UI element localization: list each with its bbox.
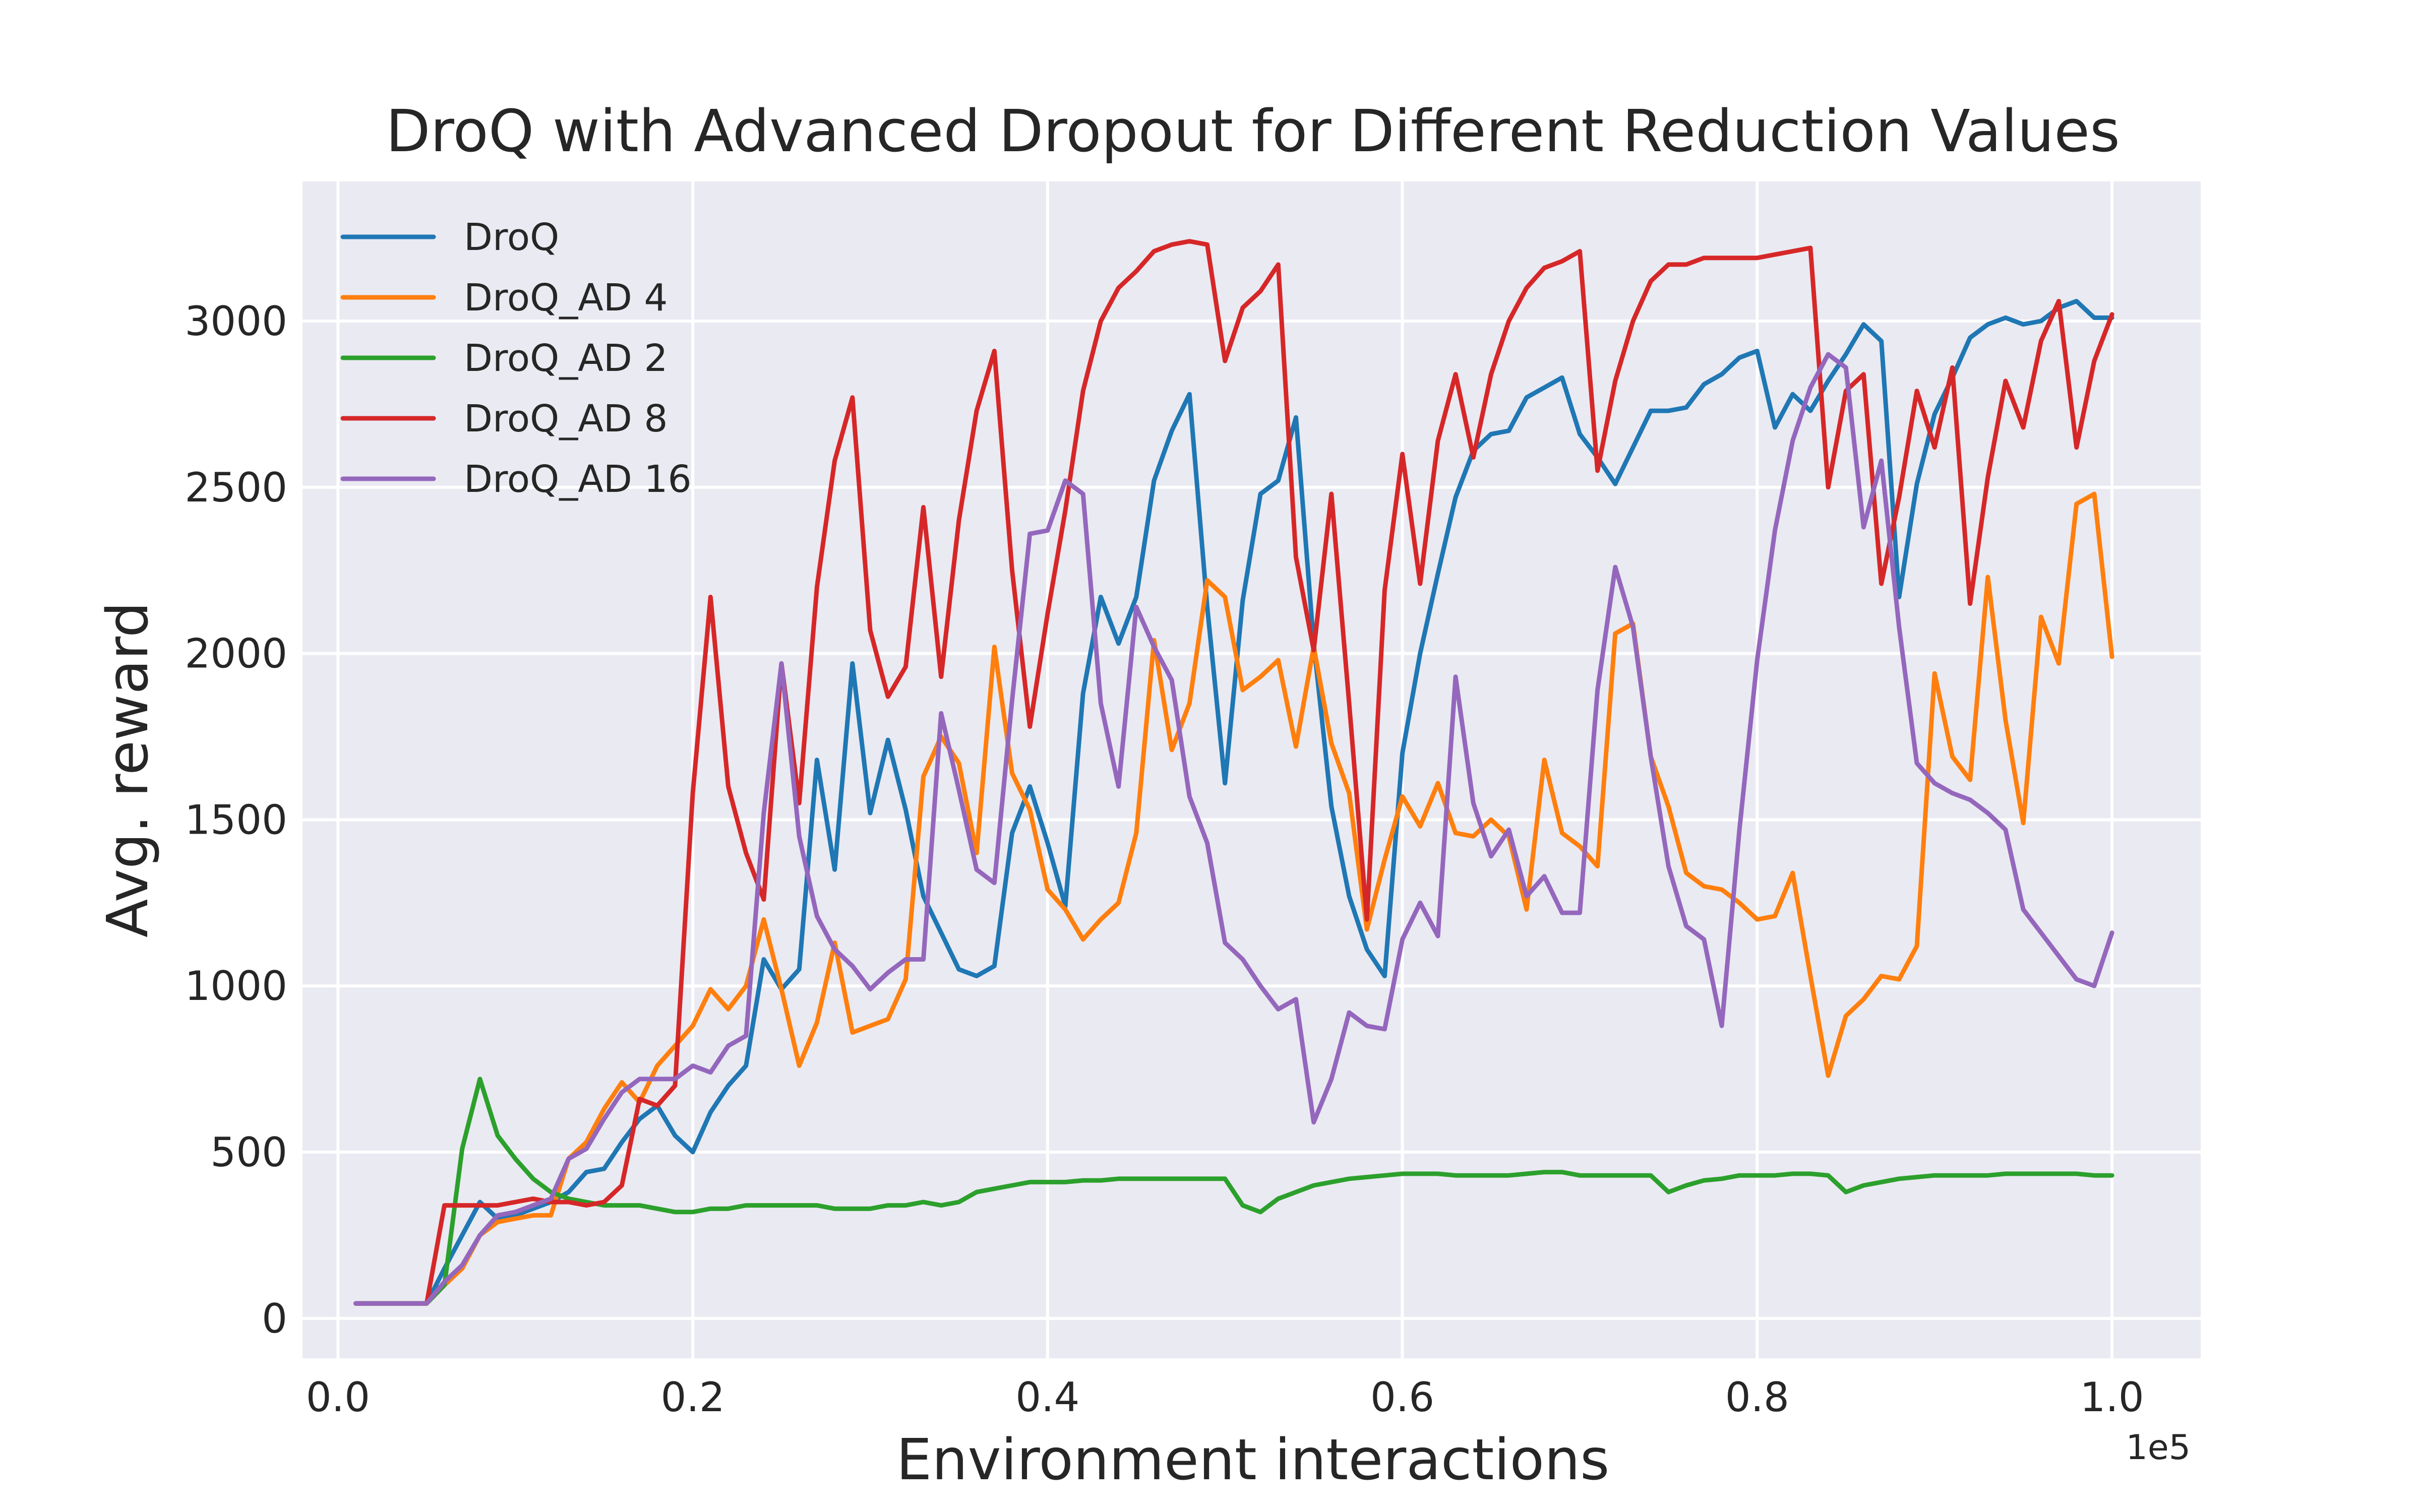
legend-label-2: DroQ_AD 2 xyxy=(464,337,668,380)
legend: DroQ DroQ_AD 4 DroQ_AD 2 DroQ_AD 8 DroQ_AD 1… xyxy=(340,216,692,501)
y-tick-label: 3000 xyxy=(185,298,287,345)
y-tick-label: 1500 xyxy=(185,796,287,843)
series-line-1 xyxy=(353,491,2114,1306)
legend-label-4: DroQ_AD 16 xyxy=(464,458,692,501)
legend-label-3: DroQ_AD 8 xyxy=(464,397,668,440)
x-tick-label: 0.4 xyxy=(1015,1374,1079,1421)
y-tick-label: 2500 xyxy=(185,464,287,511)
x-tick-label: 0.6 xyxy=(1370,1374,1434,1421)
x-tick-label: 0.8 xyxy=(1725,1374,1789,1421)
x-tick-label: 0.2 xyxy=(660,1374,724,1421)
y-axis-label: Avg. reward xyxy=(95,602,161,938)
series-line-4 xyxy=(353,352,2114,1306)
chart-title: DroQ with Advanced Dropout for Different… xyxy=(386,98,2120,165)
x-tick-label: 1.0 xyxy=(2080,1374,2144,1421)
legend-label-1: DroQ_AD 4 xyxy=(464,276,668,320)
y-tick-label: 500 xyxy=(210,1129,287,1176)
x-tick-labels: 0.0 0.2 0.4 0.6 0.8 1.0 xyxy=(306,1374,2144,1421)
y-tick-label: 2000 xyxy=(185,631,287,677)
grid-lines xyxy=(302,181,2201,1358)
series-line-2 xyxy=(353,1077,2114,1306)
x-axis-label: Environment interactions xyxy=(896,1427,1610,1493)
y-tick-label: 0 xyxy=(262,1295,287,1342)
series-lines xyxy=(353,239,2114,1306)
legend-label-0: DroQ xyxy=(464,216,559,259)
y-tick-labels: 0 500 1000 1500 2000 2500 3000 xyxy=(185,298,287,1342)
x-axis-offset-label: 1e5 xyxy=(2126,1428,2191,1468)
y-tick-label: 1000 xyxy=(185,963,287,1010)
x-tick-label: 0.0 xyxy=(306,1374,370,1421)
